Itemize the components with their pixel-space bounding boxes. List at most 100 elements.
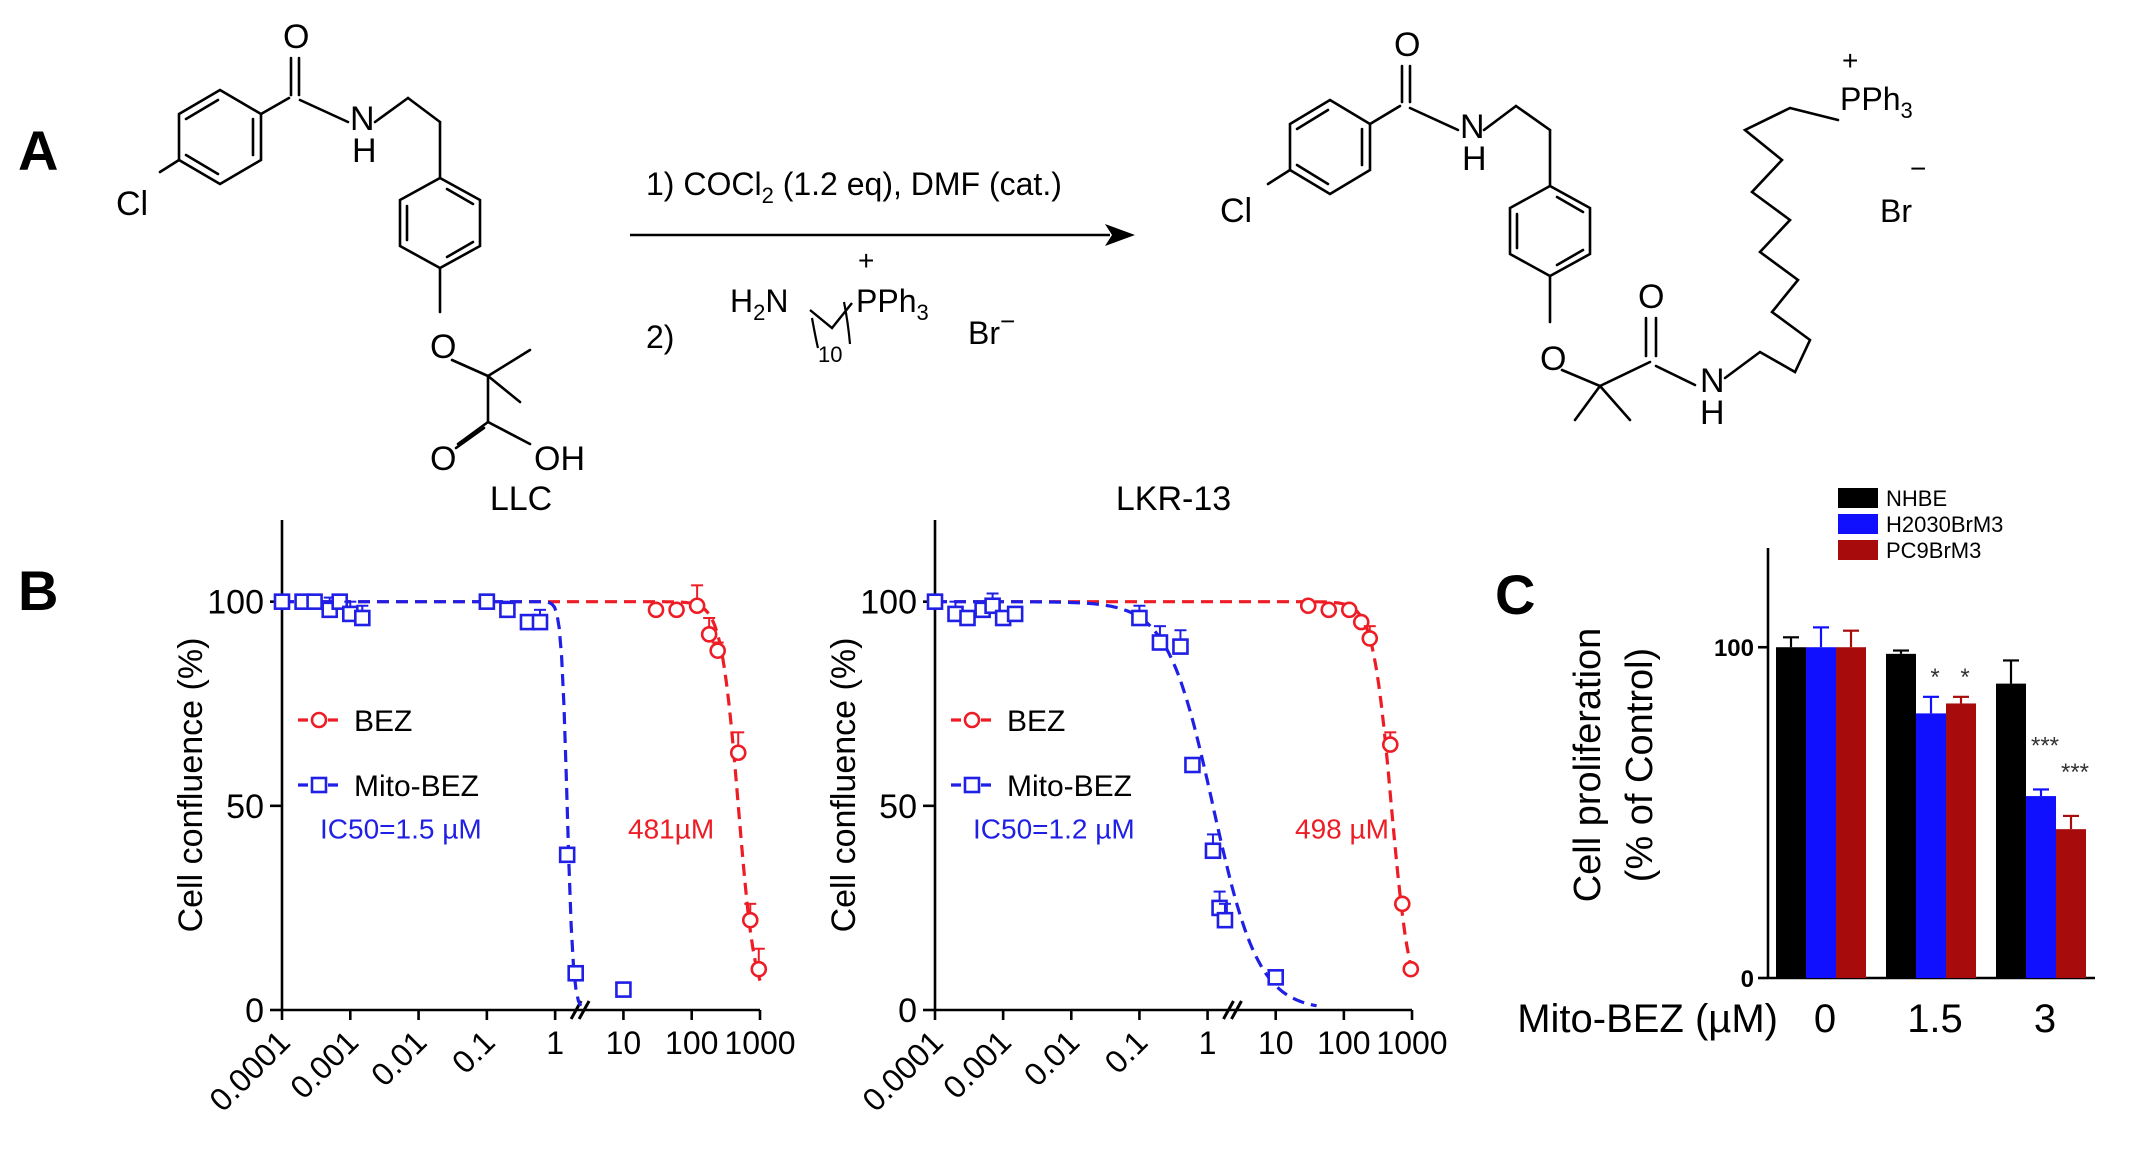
significance-marker: *** (2061, 759, 2089, 786)
y-tick-label: 100 (1714, 635, 1754, 662)
product-br: Br (1880, 193, 1912, 229)
data-point-mito-bez (1151, 634, 1169, 651)
data-point-bez (1340, 601, 1358, 619)
product-plus: + (1842, 45, 1858, 76)
annotation-ic50-mito: IC50=1.2 µM (973, 814, 1135, 845)
reaction-step-1: 1) COCl2 (1.2 eq), DMF (cat.) (646, 166, 1062, 208)
data-point-mito-bez (531, 613, 549, 631)
bar-pc9brm3 (2056, 829, 2086, 978)
data-point-bez (688, 597, 706, 615)
chart-title: LLC (490, 480, 552, 518)
reagent-plus: + (858, 245, 874, 276)
data-point-bez (700, 626, 718, 643)
x-tick-label: 0.01 (1017, 1023, 1086, 1092)
x-tick-label: 0.1 (445, 1023, 502, 1080)
panel-a-letter: A (18, 119, 58, 182)
product-ring-1 (1288, 98, 1372, 196)
data-point-mito-bez (567, 964, 584, 982)
data-point-bez (1402, 960, 1420, 978)
data-point-mito-bez (354, 609, 371, 627)
axis-break (1230, 1000, 1243, 1020)
legend-label: BEZ (354, 705, 412, 738)
data-point-mito-bez (558, 846, 576, 864)
legend-label: NHBE (1886, 486, 1947, 511)
product-cl: Cl (1220, 192, 1252, 230)
product-h: H (1462, 140, 1487, 178)
product-h-amide: H (1700, 394, 1725, 432)
reactant-atom-labels: Cl O N H O O OH (116, 18, 585, 478)
reactant-oh: OH (534, 440, 585, 478)
data-point-bez (1381, 736, 1399, 753)
data-point-mito-bez (959, 609, 976, 627)
reagent-chain-count: 10 (818, 342, 842, 367)
reactant-ring-2 (398, 176, 482, 270)
y-tick-label: 100 (860, 584, 917, 622)
data-point-bez (729, 744, 747, 762)
product-o-ether: O (1540, 340, 1566, 378)
legend-label: H2030BrM3 (1886, 512, 2003, 537)
reagent-h2n: H2N (730, 283, 788, 325)
data-point-bez (1361, 630, 1379, 647)
reactant-o-ether: O (430, 328, 456, 366)
fit-curve-mito-bez (282, 600, 583, 1007)
y-tick-label: 100 (207, 584, 264, 622)
chart-proliferation: 0 100 Cell proliferation (% of Control) Mito… (1517, 486, 2095, 1041)
reactant-cl: Cl (116, 185, 148, 223)
y-axis-label-line-2: (% of Control) (1619, 648, 1661, 882)
reactant-o-acid: O (430, 440, 456, 478)
reaction-scheme: A (18, 18, 1926, 478)
axis-break (577, 1000, 591, 1020)
bar-h2030brm3 (2026, 796, 2056, 978)
bar-nhbe (1776, 647, 1806, 978)
data-point-mito-bez (926, 593, 944, 610)
data-point-mito-bez (1131, 609, 1148, 627)
product-o-amide: O (1638, 278, 1664, 316)
y-tick-label: 0 (245, 992, 264, 1030)
x-tick-label: 100 (665, 1025, 718, 1061)
legend-label: PC9BrM3 (1886, 538, 1981, 563)
y-axis-label-line-1: Cell proliferation (1567, 628, 1609, 903)
product-n: N (1460, 108, 1485, 146)
data-point-mito-bez (499, 601, 516, 619)
data-point-mito-bez (615, 981, 632, 998)
reactant-ring-1 (177, 88, 263, 186)
legend-swatch (1838, 540, 1878, 560)
x-tick-label: 1.5 (1907, 997, 1963, 1041)
panel-c-letter: C (1495, 563, 1535, 626)
data-point-bez (750, 960, 768, 978)
data-point-bez (1320, 601, 1338, 619)
data-point-bez (647, 601, 665, 619)
legend-label: Mito-BEZ (354, 770, 479, 803)
legend-label: BEZ (1007, 705, 1065, 738)
x-tick-label: 1 (1199, 1025, 1217, 1061)
data-point-mito-bez (273, 593, 291, 610)
reagent-structure: H2N 10 + PPh3 Br− (730, 245, 1015, 367)
bar-h2030brm3 (1916, 713, 1946, 978)
annotation-ic50-bez: 498 µM (1295, 814, 1389, 845)
product-br-charge: − (1910, 153, 1926, 184)
x-tick-label: 0.1 (1097, 1023, 1154, 1080)
data-point-mito-bez (1216, 911, 1234, 929)
y-tick-label: 50 (879, 788, 917, 826)
product-atom-labels: Cl O N H O O N H + PPh3 Br − (1220, 26, 1926, 432)
annotation-ic50-mito: IC50=1.5 µM (320, 814, 482, 845)
annotation-ic50-bez: 481µM (628, 814, 714, 845)
significance-marker: *** (2031, 732, 2059, 759)
x-tick-label: 10 (606, 1025, 642, 1061)
x-tick-label: 0.001 (283, 1023, 365, 1105)
reactant-n: N (350, 100, 375, 138)
x-tick-label: 3 (2034, 997, 2056, 1041)
bar-pc9brm3 (1946, 703, 1976, 978)
legend-marker (963, 776, 981, 794)
bar-pc9brm3 (1836, 647, 1866, 978)
bar-nhbe (1996, 683, 2026, 978)
legend-marker (310, 711, 328, 729)
product-ring-2 (1508, 184, 1592, 278)
legend-marker (963, 711, 981, 729)
data-point-bez (668, 601, 685, 619)
y-tick-label: 0 (898, 992, 917, 1030)
x-tick-label: 10 (1258, 1025, 1294, 1061)
